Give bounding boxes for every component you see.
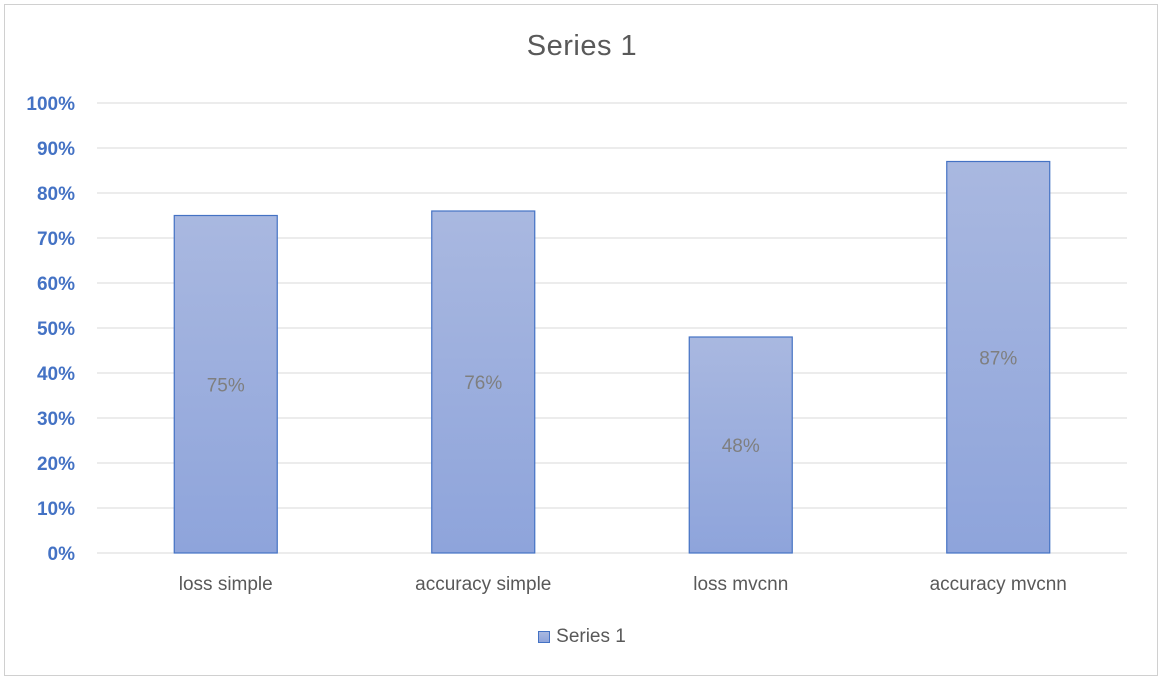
y-tick-label: 80% (37, 184, 75, 205)
x-tick-label: accuracy mvcnn (930, 574, 1067, 595)
x-tick-label: accuracy simple (415, 574, 551, 595)
data-label: 76% (464, 373, 502, 394)
x-tick-label: loss mvcnn (693, 574, 788, 595)
y-tick-label: 20% (37, 454, 75, 475)
y-tick-label: 70% (37, 229, 75, 250)
bar-loss-mvcnn (688, 336, 793, 554)
legend-label-series-1: Series 1 (556, 626, 626, 647)
y-tick-label: 30% (37, 409, 75, 430)
y-tick-label: 100% (26, 94, 75, 115)
bar-accuracy-mvcnn (946, 160, 1051, 554)
y-tick-label: 10% (37, 499, 75, 520)
y-tick-label: 40% (37, 364, 75, 385)
x-tick-label: loss simple (179, 574, 273, 595)
data-label: 75% (207, 375, 245, 396)
y-tick-label: 60% (37, 274, 75, 295)
y-tick-label: 90% (37, 139, 75, 160)
y-tick-label: 0% (48, 544, 76, 565)
data-label: 48% (722, 436, 760, 457)
y-tick-label: 50% (37, 319, 75, 340)
data-label: 87% (979, 348, 1017, 369)
bar-accuracy-simple (431, 210, 536, 554)
legend: Series 1 (0, 626, 1164, 648)
legend-swatch-series-1 (538, 631, 551, 643)
chart-title: Series 1 (526, 30, 638, 62)
bar-loss-simple (173, 214, 278, 554)
